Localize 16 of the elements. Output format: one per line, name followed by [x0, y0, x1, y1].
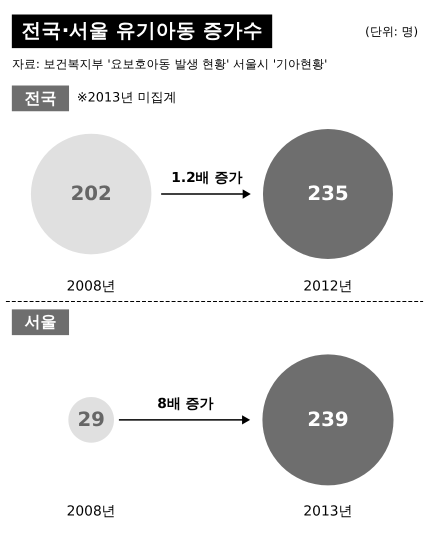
category-label: 2008년 — [66, 504, 116, 520]
category-label: 2012년 — [303, 278, 353, 295]
text: 1.2배 증가 — [171, 170, 243, 186]
data-label: 239 — [307, 408, 349, 431]
text: ※2013년 미집계 — [76, 90, 176, 106]
data-label: 29 — [77, 408, 105, 431]
text: 자료: 보건복지부 '요보호아동 발생 현황' 서울시 '기아현황' — [12, 56, 328, 71]
data-label: 235 — [307, 182, 349, 205]
text: 8배 증가 — [157, 396, 214, 412]
text: 전국 — [24, 88, 56, 108]
data-label: 202 — [70, 182, 112, 205]
text: (단위: 명) — [365, 24, 418, 38]
category-label: 2008년 — [66, 278, 116, 295]
text: 서울 — [24, 312, 56, 332]
category-label: 2013년 — [303, 504, 353, 520]
text: 전국·서울 유기아동 증가수 — [22, 19, 263, 42]
